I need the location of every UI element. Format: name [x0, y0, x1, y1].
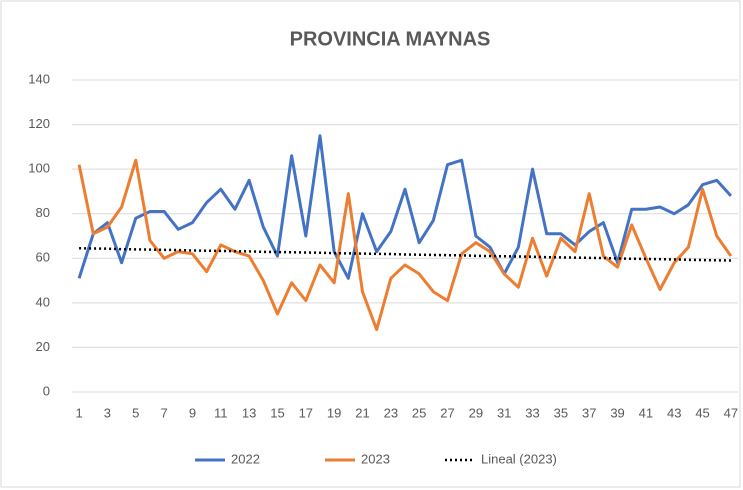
x-tick-label: 5 — [132, 405, 139, 420]
x-tick-label: 21 — [355, 405, 369, 420]
y-tick-label: 80 — [36, 205, 50, 220]
x-tick-label: 41 — [639, 405, 653, 420]
y-tick-label: 40 — [36, 294, 50, 309]
y-tick-label: 120 — [28, 116, 50, 131]
y-tick-label: 20 — [36, 339, 50, 354]
x-tick-label: 43 — [667, 405, 681, 420]
x-tick-label: 39 — [610, 405, 624, 420]
series-line — [77, 134, 733, 280]
x-tick-label: 27 — [440, 405, 454, 420]
x-tick-label: 25 — [412, 405, 426, 420]
x-tick-label: 35 — [554, 405, 568, 420]
x-tick-label: 3 — [104, 405, 111, 420]
x-tick-label: 13 — [242, 405, 256, 420]
y-tick-label: 60 — [36, 250, 50, 265]
x-tick-label: 19 — [327, 405, 341, 420]
y-tick-label: 140 — [28, 71, 50, 86]
y-tick-label: 0 — [43, 383, 50, 398]
x-tick-label: 9 — [189, 405, 196, 420]
legend-label: Lineal (2023) — [481, 451, 557, 466]
x-tick-label: 37 — [582, 405, 596, 420]
legend-label: 2023 — [361, 451, 390, 466]
x-tick-label: 33 — [525, 405, 539, 420]
x-tick-label: 29 — [469, 405, 483, 420]
series-line — [77, 158, 733, 332]
x-tick-label: 7 — [160, 405, 167, 420]
x-tick-label: 47 — [724, 405, 738, 420]
x-tick-label: 23 — [384, 405, 398, 420]
legend-label: 2022 — [231, 451, 260, 466]
x-tick-label: 17 — [299, 405, 313, 420]
x-tick-label: 1 — [75, 405, 82, 420]
chart-title: PROVINCIA MAYNAS — [290, 28, 491, 50]
x-tick-label: 15 — [270, 405, 284, 420]
x-tick-label: 11 — [214, 405, 228, 420]
x-tick-label: 45 — [695, 405, 709, 420]
series-line — [79, 247, 731, 262]
x-tick-label: 31 — [497, 405, 511, 420]
y-tick-label: 100 — [28, 161, 50, 176]
